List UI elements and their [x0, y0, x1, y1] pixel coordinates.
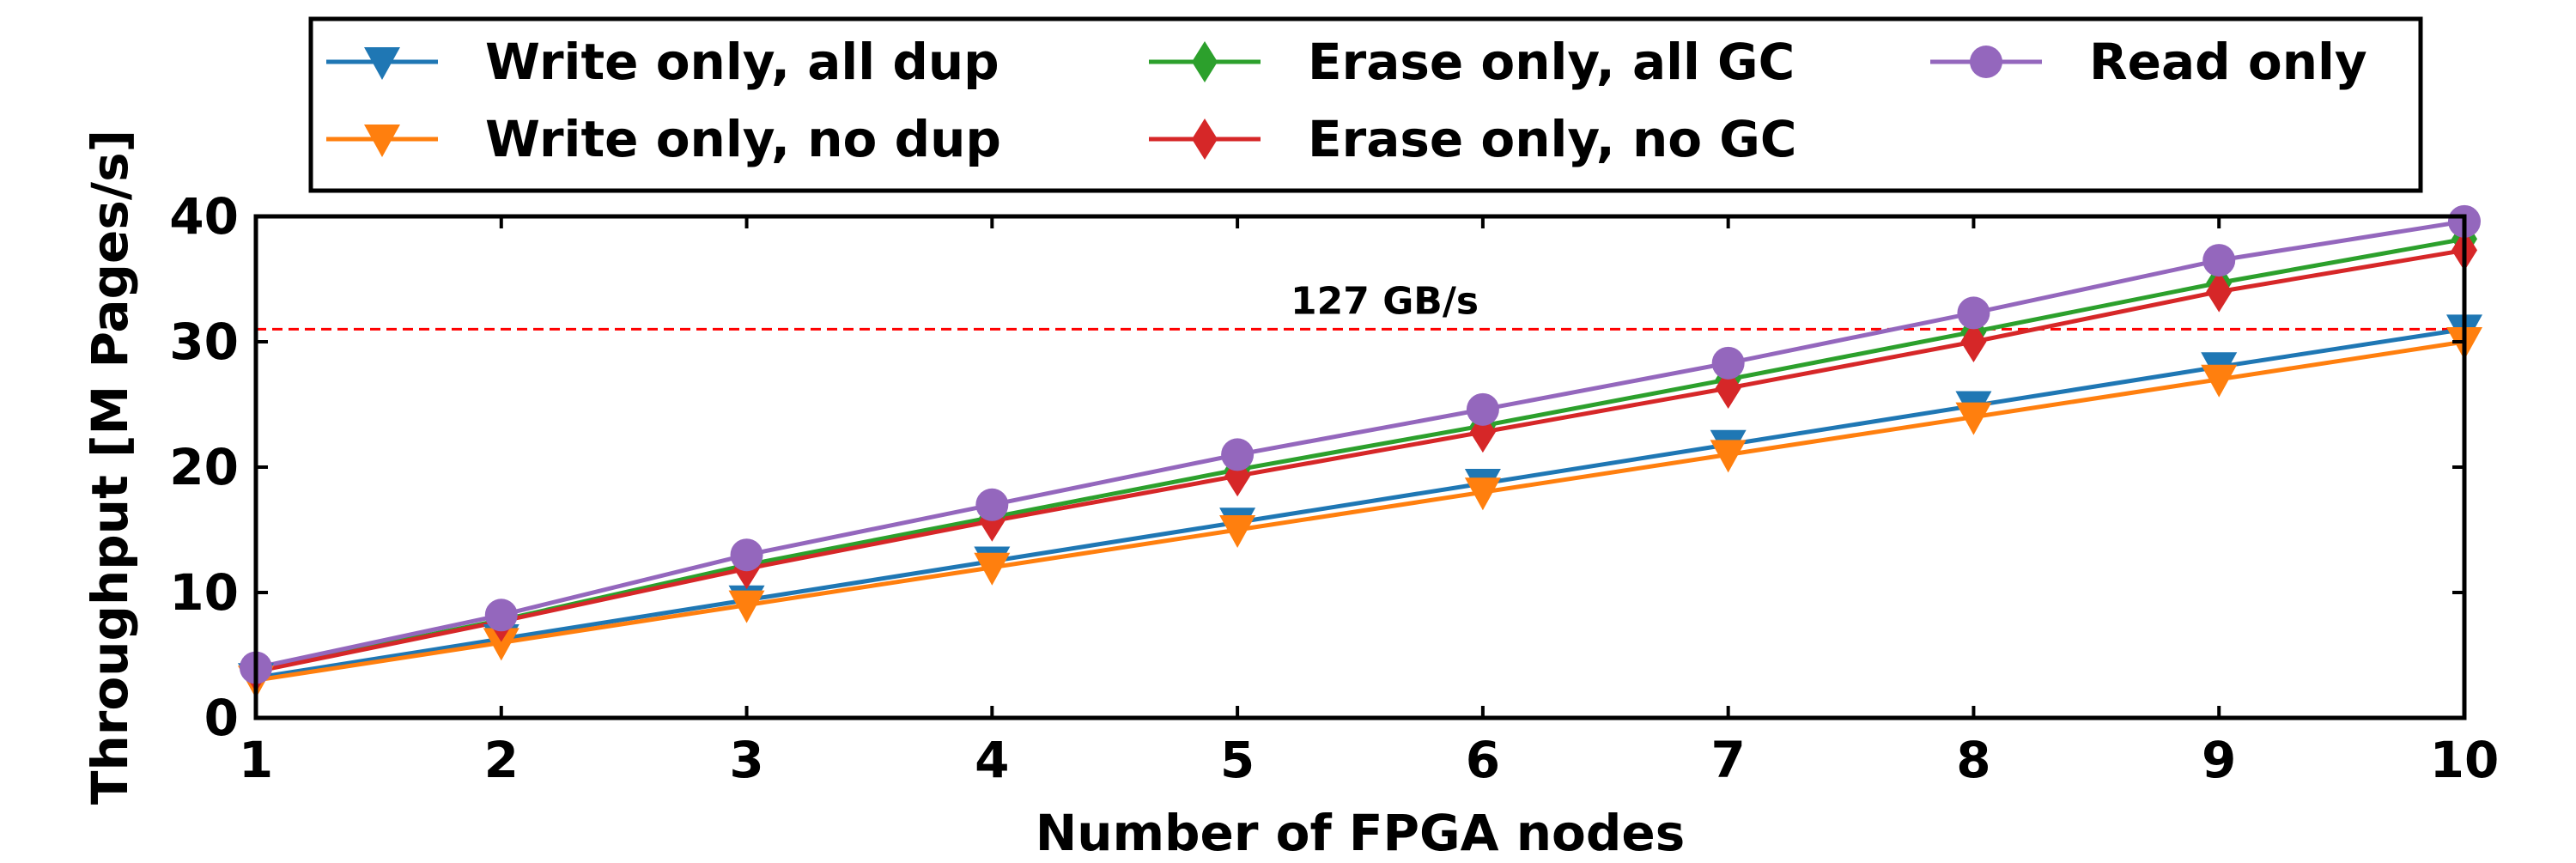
y-tick-label: 0: [204, 689, 239, 747]
legend-label: Erase only, no GC: [1308, 110, 1796, 168]
x-tick-label: 10: [2430, 731, 2500, 789]
y-tick-label: 10: [169, 563, 239, 622]
data-point: [1221, 438, 1255, 471]
data-point: [1711, 346, 1745, 380]
series-line-4: [255, 247, 2465, 674]
data-point: [975, 488, 1009, 521]
reference-line-label: 127 GB/s: [1291, 279, 1479, 323]
x-tick-label: 3: [729, 731, 763, 789]
legend-marker: [1970, 46, 2002, 78]
legend-item: Erase only, all GC: [1149, 33, 1795, 91]
legend-label: Write only, no dup: [485, 110, 1001, 168]
data-point: [484, 599, 518, 632]
data-point: [730, 538, 763, 572]
legend-marker: [1192, 41, 1218, 82]
x-tick-label: 2: [484, 731, 519, 789]
legend: Write only, all dup Write only, no dup Era…: [308, 16, 2423, 193]
y-tick-label: 30: [169, 313, 239, 371]
data-point: [1960, 321, 1987, 362]
legend-marker: [364, 125, 400, 157]
data-point: [728, 590, 765, 623]
x-tick-label: 1: [239, 731, 273, 789]
legend-item: Write only, no dup: [326, 110, 1001, 168]
legend-item: Read only: [1930, 33, 2367, 91]
data-point: [2206, 270, 2233, 313]
data-point: [1710, 440, 1747, 473]
x-tick-label: 8: [1956, 731, 1990, 789]
data-point: [1957, 296, 1990, 330]
y-tick-label: 40: [169, 187, 239, 246]
legend-label: Erase only, all GC: [1308, 33, 1795, 91]
y-axis-label: Throughput [M Pages/s]: [81, 130, 139, 805]
data-point: [2202, 244, 2236, 277]
series-line-5: [255, 219, 2465, 671]
x-tick-label: 9: [2202, 731, 2236, 789]
legend-box: [308, 16, 2423, 193]
x-tick-label: 6: [1466, 731, 1500, 789]
data-point: [1466, 392, 1499, 426]
y-tick-label: 20: [169, 438, 239, 496]
x-axis-label: Number of FPGA nodes: [1036, 804, 1686, 859]
legend-label: Read only: [2089, 33, 2367, 91]
x-tick-label: 4: [975, 731, 1009, 789]
x-tick-label: 7: [1710, 731, 1745, 789]
legend-item: Write only, all dup: [326, 33, 999, 91]
series-line-2: [255, 339, 2465, 683]
data-point: [1955, 402, 1992, 435]
legend-marker: [1192, 119, 1218, 160]
series-line-3: [255, 236, 2465, 672]
data-point: [483, 628, 519, 661]
data-point: [1219, 515, 1256, 548]
legend-label: Write only, all dup: [485, 33, 999, 91]
data-point: [2201, 364, 2238, 398]
legend-item: Erase only, no GC: [1149, 110, 1796, 168]
legend-marker: [364, 47, 400, 80]
series-line-1: [255, 326, 2465, 680]
data-point: [1464, 477, 1501, 511]
data-point: [974, 552, 1011, 586]
x-tick-label: 5: [1220, 731, 1255, 789]
